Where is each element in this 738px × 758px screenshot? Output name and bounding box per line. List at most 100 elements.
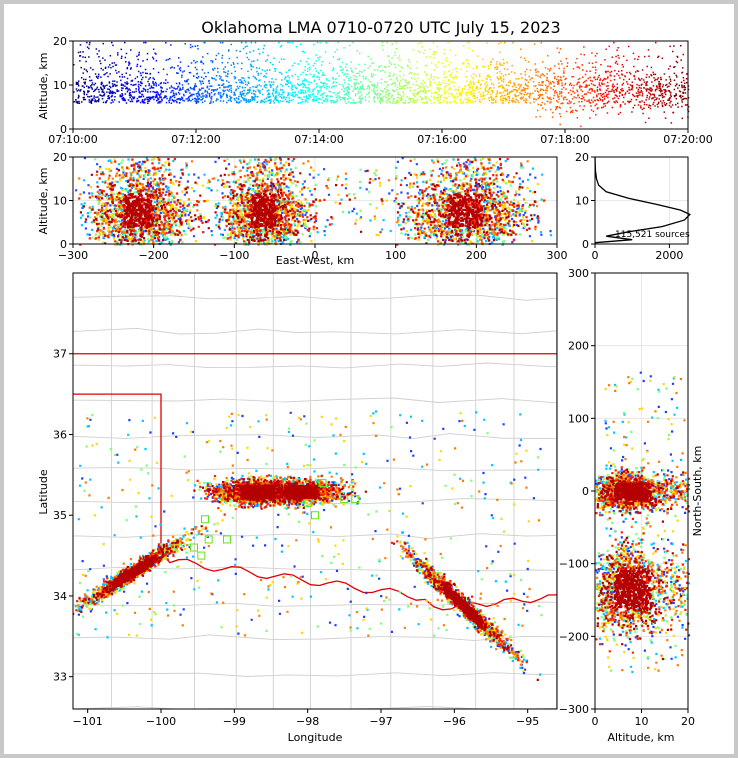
time-tick-label: 07:14:00 <box>294 133 343 146</box>
time-height-sources-22 <box>412 41 429 104</box>
ew-y-tick-label: 20 <box>53 151 67 164</box>
station-marker <box>311 511 319 520</box>
time-height-sources-19 <box>365 55 382 104</box>
time-height-panel: 07:10:00 07:12:00 07:14:00 07:16:00 07:18:00… <box>48 35 712 146</box>
longitude-tick-label: −101 <box>73 715 103 728</box>
histogram-line <box>594 156 692 244</box>
time-height-sources-39 <box>672 45 690 120</box>
time-height-sources-13 <box>273 41 290 104</box>
time-height-sources-18 <box>350 41 367 105</box>
station-marker <box>197 551 206 560</box>
time-height-sources-9 <box>211 41 229 104</box>
time-tick-label: 07:12:00 <box>171 133 220 146</box>
time-height-sources-35 <box>611 41 628 115</box>
figure-background <box>4 4 734 754</box>
ns-xlabel: Altitude, km <box>607 731 674 744</box>
time-height-sources-37 <box>641 41 659 124</box>
ew-y-tick-label: 0 <box>60 238 67 251</box>
ew-xlabel: East-West, km <box>276 254 354 267</box>
time-height-sources-11 <box>242 41 259 104</box>
station-marker <box>351 495 360 504</box>
ns-y-tick-label: 0 <box>582 485 589 498</box>
ns-sources-5 <box>595 466 691 654</box>
time-tick-label: 07:20:00 <box>663 133 712 146</box>
north-south-panel: 0 10 20 −300 −200 −100 0 100 200 300 <box>559 267 695 728</box>
altitude-histogram-panel: 0 2000 0 10 20 <box>575 151 692 262</box>
time-height-sources-27 <box>488 41 505 104</box>
station-marker <box>223 535 231 544</box>
time-height-sources-5 <box>150 42 167 104</box>
time-tick-label: 07:10:00 <box>48 133 97 146</box>
latitude-tick-label: 33 <box>53 671 67 684</box>
map-ylabel: Latitude <box>37 469 50 515</box>
longitude-tick-label: −100 <box>146 715 176 728</box>
map-xlabel: Longitude <box>288 731 343 744</box>
state-boundary <box>73 393 557 611</box>
ns-ylabel: North-South, km <box>691 446 704 537</box>
time-height-sources-26 <box>473 42 490 103</box>
hist-x-tick-label: 2000 <box>655 249 683 262</box>
time-height-sources-2 <box>103 41 121 104</box>
time-height-sources-30 <box>534 41 551 118</box>
time-height-sources-15 <box>304 41 321 104</box>
time-height-sources-36 <box>626 45 644 113</box>
ns-y-tick-label: 300 <box>568 267 589 280</box>
altitude-tick-label: 10 <box>53 79 67 92</box>
station-marker <box>190 543 198 552</box>
time-height-sources-24 <box>442 41 459 104</box>
hist-y-tick-label: 0 <box>582 238 589 251</box>
ew-x-tick-label: 300 <box>547 249 568 262</box>
time-height-sources-6 <box>165 44 182 104</box>
latitude-tick-label: 37 <box>53 348 67 361</box>
ns-y-tick-label: −200 <box>559 630 589 643</box>
ns-y-tick-label: −300 <box>559 703 589 716</box>
time-height-ylabel: Altitude, km <box>37 52 50 119</box>
time-height-sources-4 <box>134 41 152 104</box>
time-height-sources-8 <box>196 41 213 105</box>
map-content <box>73 273 557 709</box>
time-height-sources-20 <box>380 41 398 104</box>
ew-x-tick-label: −300 <box>58 249 88 262</box>
ew-y-tick-label: 10 <box>53 195 67 208</box>
latitude-tick-label: 35 <box>53 509 67 522</box>
time-height-sources-7 <box>180 43 198 104</box>
map-axes <box>72 272 558 710</box>
longitude-tick-label: −97 <box>369 715 392 728</box>
ew-sources-3 <box>89 157 545 246</box>
time-height-sources-25 <box>457 41 475 104</box>
east-west-panel: −300 −200 −100 0 100 200 300 0 10 20 <box>53 151 568 262</box>
ew-sources-2 <box>88 158 541 246</box>
ew-ylabel: Altitude, km <box>37 167 50 234</box>
time-height-sources-33 <box>580 46 598 119</box>
ns-y-tick-label: −100 <box>559 558 589 571</box>
hist-y-tick-label: 20 <box>575 151 589 164</box>
plan-view-map-panel: −101 −100 −99 −98 −97 −96 −95 33 34 35 36 37 <box>53 272 558 728</box>
station-marker <box>318 478 327 487</box>
ns-y-tick-label: 200 <box>568 340 589 353</box>
ew-sources-6 <box>79 158 540 245</box>
station-marker <box>204 535 213 544</box>
hist-x-tick-label: 0 <box>592 249 599 262</box>
station-marker <box>303 499 312 508</box>
ew-x-tick-label: −200 <box>139 249 169 262</box>
longitude-tick-label: −95 <box>516 715 539 728</box>
time-height-sources-17 <box>334 41 352 104</box>
figure-title: Oklahoma LMA 0710-0720 UTC July 15, 2023 <box>201 18 560 37</box>
time-height-sources-14 <box>288 41 306 105</box>
histogram-annotation: 115,521 sources <box>615 230 690 240</box>
longitude-tick-label: −96 <box>443 715 466 728</box>
time-height-sources-29 <box>519 43 536 104</box>
ns-y-tick-label: 100 <box>568 412 589 425</box>
latitude-tick-label: 36 <box>53 428 67 441</box>
time-tick-label: 07:16:00 <box>417 133 466 146</box>
hist-y-tick-label: 10 <box>575 195 589 208</box>
ew-x-tick-label: −100 <box>219 249 249 262</box>
altitude-tick-label: 0 <box>60 123 67 136</box>
time-height-sources-23 <box>427 41 443 104</box>
ew-x-tick-label: 100 <box>385 249 406 262</box>
ns-x-tick-label: 0 <box>592 715 599 728</box>
ns-sources-6 <box>596 468 690 661</box>
ns-x-tick-label: 10 <box>635 715 649 728</box>
station-marker <box>201 515 209 524</box>
